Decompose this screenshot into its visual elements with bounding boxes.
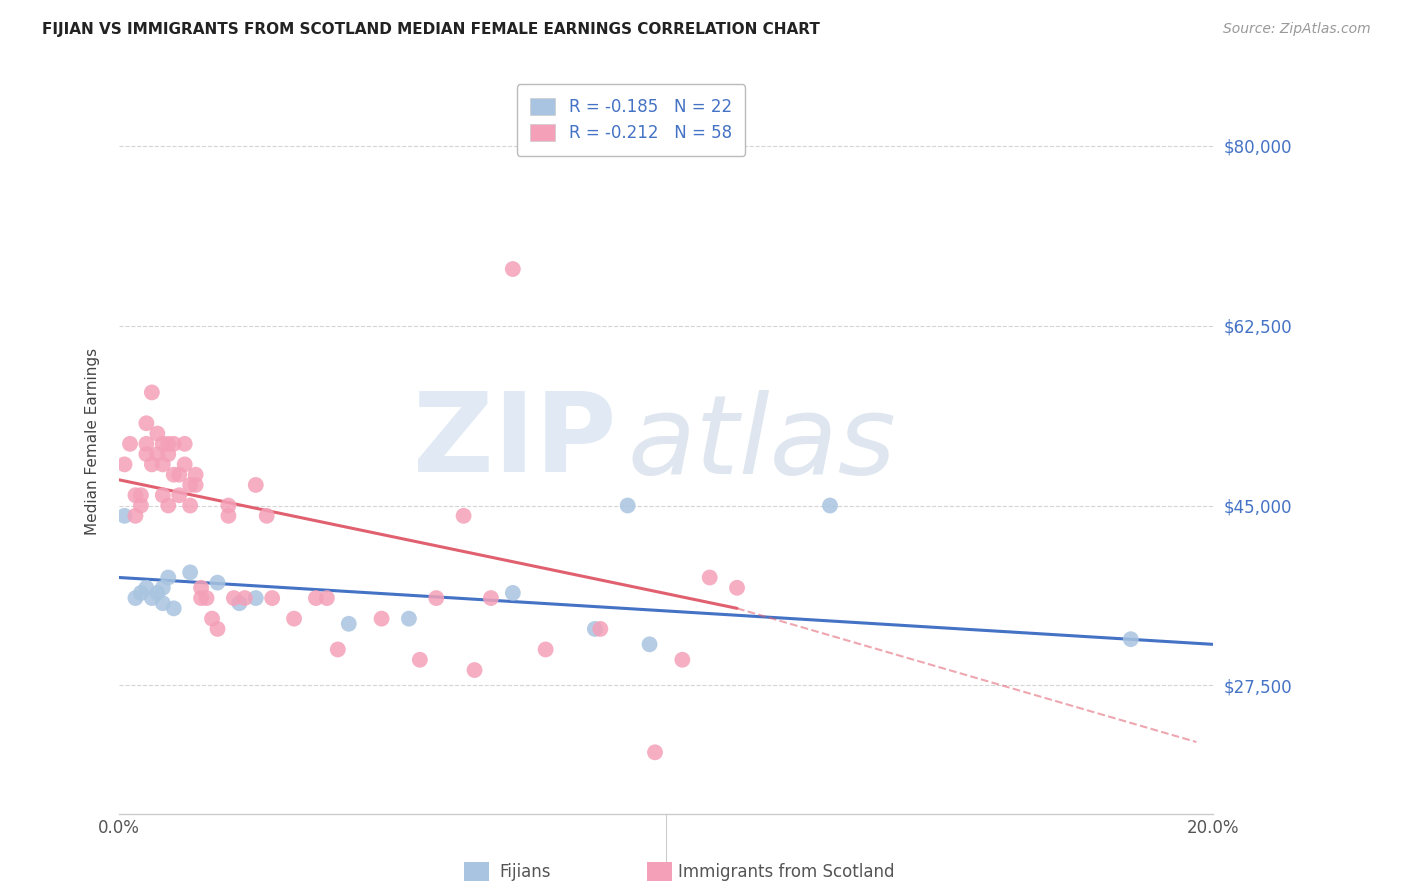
Point [152,596,174,610]
Point [425,591,447,605]
Point [179,499,201,513]
Point [201,612,224,626]
Point [114,458,136,472]
Point [583,622,606,636]
Point [190,591,212,605]
Point [464,663,486,677]
Point [398,612,420,626]
Point [256,508,278,523]
Point [135,581,157,595]
Point [135,447,157,461]
Legend: R = -0.185   N = 22, R = -0.212   N = 58: R = -0.185 N = 22, R = -0.212 N = 58 [517,85,745,155]
Point [337,616,360,631]
Point [163,467,186,482]
Point [157,437,180,451]
Point [638,637,661,651]
Point [141,458,163,472]
Point [190,581,212,595]
Point [589,622,612,636]
Point [173,458,195,472]
Point [124,488,146,502]
Point [157,570,180,584]
Point [534,642,557,657]
Point [725,581,748,595]
Text: Source: ZipAtlas.com: Source: ZipAtlas.com [1223,22,1371,37]
Point [818,499,841,513]
Point [118,437,141,451]
Point [146,426,169,441]
Point [167,467,190,482]
Point [502,586,524,600]
Point [370,612,392,626]
Point [146,447,169,461]
Point [245,591,267,605]
Point [1119,632,1142,647]
Point [129,586,152,600]
Point [228,596,250,610]
Point [699,570,721,584]
Point [173,437,195,451]
Point [409,653,432,667]
Point [129,488,152,502]
Point [141,385,163,400]
Point [479,591,502,605]
Point [135,417,157,431]
Point [207,575,229,590]
Point [179,566,201,580]
Text: FIJIAN VS IMMIGRANTS FROM SCOTLAND MEDIAN FEMALE EARNINGS CORRELATION CHART: FIJIAN VS IMMIGRANTS FROM SCOTLAND MEDIA… [42,22,820,37]
Point [152,437,174,451]
Point [152,581,174,595]
Point [283,612,305,626]
Point [135,437,157,451]
Point [124,508,146,523]
Point [233,591,256,605]
Text: atlas: atlas [627,390,896,497]
Point [453,508,475,523]
Point [315,591,337,605]
Point [222,591,245,605]
Point [179,478,201,492]
Point [217,508,239,523]
Point [157,447,180,461]
Point [326,642,349,657]
Point [152,458,174,472]
Point [245,478,267,492]
Point [152,488,174,502]
Point [167,488,190,502]
Point [163,437,186,451]
Point [262,591,284,605]
Text: ZIP: ZIP [413,388,617,495]
Point [671,653,693,667]
Point [114,508,136,523]
Point [195,591,218,605]
Point [184,467,207,482]
Point [141,591,163,605]
Point [129,499,152,513]
Point [217,499,239,513]
Point [146,586,169,600]
Point [207,622,229,636]
Point [157,499,180,513]
Point [124,591,146,605]
Point [616,499,638,513]
Text: Immigrants from Scotland: Immigrants from Scotland [678,863,894,881]
Point [644,745,666,759]
Point [184,478,207,492]
Text: Fijians: Fijians [499,863,551,881]
Y-axis label: Median Female Earnings: Median Female Earnings [86,348,100,535]
Point [502,262,524,277]
Point [305,591,328,605]
Point [163,601,186,615]
